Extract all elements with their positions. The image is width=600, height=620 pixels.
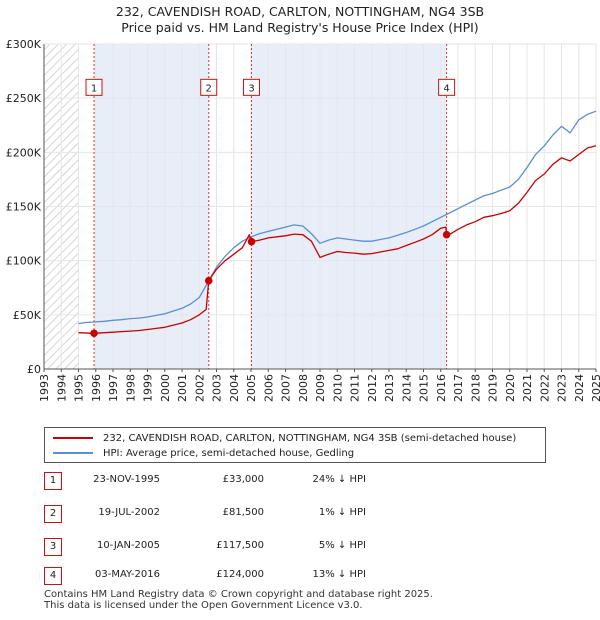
x-tick-label: 2018 <box>469 374 482 402</box>
transaction-date: 10-JAN-2005 <box>96 540 160 551</box>
legend: 232, CAVENDISH ROAD, CARLTON, NOTTINGHAM… <box>44 427 546 463</box>
x-tick-label: 1996 <box>90 374 103 402</box>
transaction-hpi-diff: 24% ↓ HPI <box>312 474 366 485</box>
transaction-date: 03-MAY-2016 <box>94 569 160 580</box>
y-tick-label: £50K <box>13 309 42 322</box>
x-tick-label: 2004 <box>228 374 241 402</box>
y-tick-label: £200K <box>6 146 42 159</box>
transaction-number-badge: 3 <box>44 538 62 556</box>
x-tick-label: 2017 <box>452 374 465 402</box>
x-tick-label: 2007 <box>280 374 293 402</box>
x-tick-label: 2022 <box>538 374 551 402</box>
x-tick-label: 2023 <box>556 374 569 402</box>
x-tick-label: 2012 <box>366 374 379 402</box>
chart-subtitle: Price paid vs. HM Land Registry's House … <box>121 20 479 35</box>
x-tick-label: 1999 <box>142 374 155 402</box>
x-tick-label: 2000 <box>159 374 172 402</box>
sale-point <box>442 230 451 239</box>
transaction-price: £33,000 <box>222 474 264 485</box>
sale-label-box <box>85 78 103 96</box>
legend-property-swatch <box>53 437 93 439</box>
legend-hpi-swatch <box>53 452 93 454</box>
hpi-series-line <box>78 110 597 325</box>
sale-label-box <box>200 78 218 96</box>
x-tick-label: 2011 <box>349 374 362 402</box>
transaction-price: £124,000 <box>216 569 264 580</box>
legend-item-property: 232, CAVENDISH ROAD, CARLTON, NOTTINGHAM… <box>53 431 516 445</box>
sale-label: 2 <box>206 83 212 94</box>
x-tick-label: 2002 <box>193 374 206 402</box>
x-tick-label: 2016 <box>435 374 448 402</box>
property-series-line <box>78 145 597 334</box>
x-tick-label: 2010 <box>331 374 344 402</box>
sale-label-box <box>243 78 261 96</box>
x-tick-label: 1998 <box>124 374 137 402</box>
transaction-hpi-diff: 5% ↓ HPI <box>318 540 366 551</box>
footer-copyright: Contains HM Land Registry data © Crown c… <box>44 589 433 600</box>
transaction-number-badge: 2 <box>44 505 62 523</box>
sale-point <box>90 329 98 338</box>
price-chart: £0 £50K £100K £150K £200K £250K £300K 1993 1994 1… <box>6 38 600 402</box>
x-tick-label: 2020 <box>504 374 517 402</box>
transaction-hpi-diff: 13% ↓ HPI <box>312 569 366 580</box>
table-row: 3 10-JAN-2005 £117,500 5% ↓ HPI <box>44 538 424 556</box>
table-row: 4 03-MAY-2016 £124,000 13% ↓ HPI <box>44 567 424 585</box>
legend-item-hpi: HPI: Average price, semi-detached house,… <box>53 446 354 460</box>
transaction-price: £81,500 <box>222 507 264 518</box>
legend-hpi-label: HPI: Average price, semi-detached house,… <box>103 447 355 459</box>
y-tick-label: £100K <box>6 255 42 268</box>
sale-label-box <box>438 78 456 96</box>
footer-licence: This data is licensed under the Open Gov… <box>44 600 363 611</box>
sale-label: 4 <box>443 83 449 94</box>
x-tick-label: 2013 <box>383 374 396 402</box>
x-tick-label: 1997 <box>107 374 120 402</box>
x-tick-label: 2019 <box>487 374 500 402</box>
x-tick-label: 1994 <box>55 374 68 402</box>
x-tick-label: 2014 <box>400 374 413 402</box>
x-tick-label: 2008 <box>297 374 310 402</box>
x-tick-label: 2015 <box>418 374 431 402</box>
x-tick-label: 2005 <box>245 374 258 402</box>
transaction-date: 23-NOV-1995 <box>93 474 160 485</box>
transaction-date: 19-JUL-2002 <box>98 507 160 518</box>
chart-title: 232, CAVENDISH ROAD, CARLTON, NOTTINGHAM… <box>115 4 485 19</box>
y-tick-label: £150K <box>6 201 42 214</box>
sale-label: 3 <box>248 83 254 94</box>
transaction-hpi-diff: 1% ↓ HPI <box>318 507 366 518</box>
table-row: 1 23-NOV-1995 £33,000 24% ↓ HPI <box>44 472 424 490</box>
transaction-number-badge: 1 <box>44 472 62 490</box>
x-tick-label: 2009 <box>314 374 327 402</box>
x-tick-label: 2006 <box>262 374 275 402</box>
x-tick-label: 2001 <box>176 374 189 402</box>
sale-label: 1 <box>91 83 97 94</box>
x-tick-label: 2024 <box>573 374 586 402</box>
y-tick-label: £0 <box>27 363 41 376</box>
footer: Contains HM Land Registry data © Crown c… <box>44 589 433 611</box>
table-row: 2 19-JUL-2002 £81,500 1% ↓ HPI <box>44 505 424 523</box>
x-tick-label: 2003 <box>211 374 224 402</box>
x-tick-label: 2025 <box>590 374 600 402</box>
legend-property-label: 232, CAVENDISH ROAD, CARLTON, NOTTINGHAM… <box>103 432 517 444</box>
y-tick-label: £250K <box>6 92 42 105</box>
sale-point <box>247 237 256 246</box>
sale-point <box>204 276 213 285</box>
y-tick-label: £300K <box>6 38 42 51</box>
transaction-number-badge: 4 <box>44 567 62 585</box>
x-tick-label: 2021 <box>521 374 534 402</box>
x-tick-label: 1993 <box>38 374 51 402</box>
x-tick-label: 1995 <box>73 374 86 402</box>
transaction-price: £117,500 <box>216 540 264 551</box>
